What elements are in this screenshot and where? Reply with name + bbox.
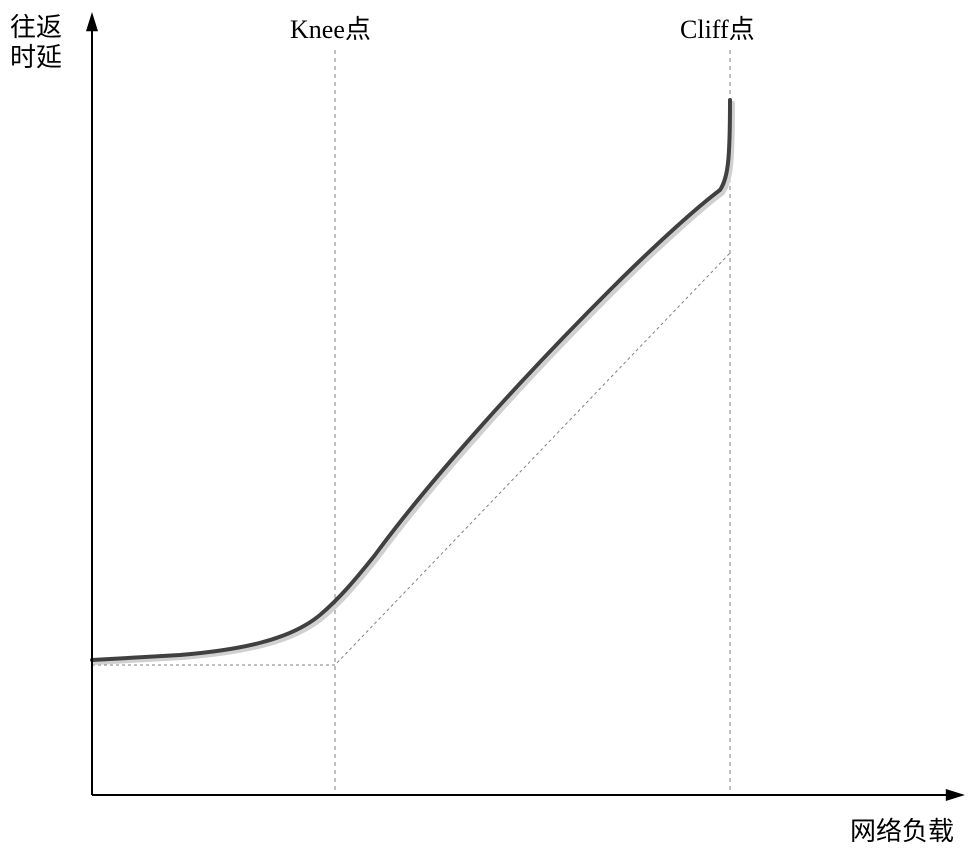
line-chart: 往返时延网络负载 Knee点 Cliff点 — [0, 0, 979, 863]
chart-container: 往返时延网络负载 Knee点 Cliff点 — [0, 0, 979, 863]
knee-label: Knee点 — [290, 15, 371, 44]
x-axis-arrow — [946, 789, 965, 801]
main-curve — [92, 100, 730, 660]
cliff-label: Cliff点 — [680, 15, 755, 44]
y-axis-label-line2: 时延 — [10, 43, 62, 72]
main-curve-shadow — [95, 103, 733, 663]
ideal-polyline — [92, 253, 730, 665]
y-axis-arrow — [86, 12, 98, 31]
x-axis-label: 网络负载 — [850, 817, 954, 846]
y-axis-label-line1: 往返 — [10, 13, 62, 42]
